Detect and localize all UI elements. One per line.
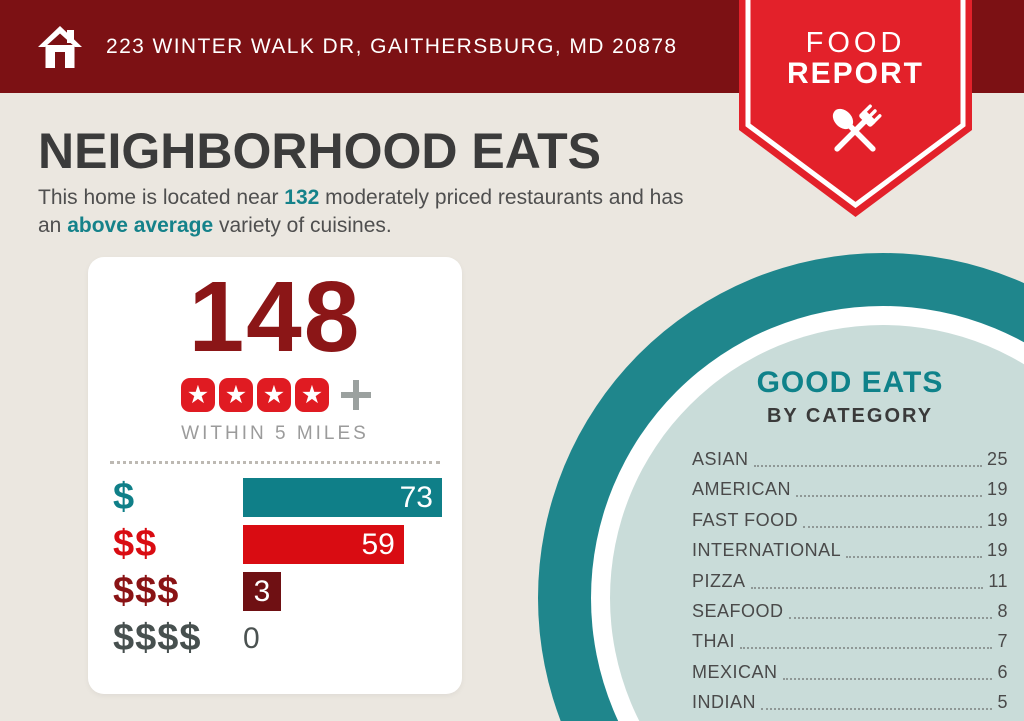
list-item: SEAFOOD 8 xyxy=(692,601,1008,622)
bar-1-dollar: 73 xyxy=(243,478,442,517)
bar-track: 3 xyxy=(243,572,442,611)
category-value: 19 xyxy=(986,509,1008,530)
radius-caption: WITHIN 5 MILES xyxy=(181,423,369,444)
list-item: MEXICAN 6 xyxy=(692,662,1008,683)
restaurant-summary-card: 148 ★ ★ ★ ★ WITHIN 5 MILES $ 73 $$ 59 $$$ xyxy=(88,257,462,694)
tier-label-3-dollar: $$$ xyxy=(113,570,180,612)
list-item: INDIAN 5 xyxy=(692,692,1008,713)
price-tier-row: $$$$ 0 xyxy=(113,617,442,659)
bar-track: 59 xyxy=(243,525,442,564)
bar-3-dollar: 3 xyxy=(243,572,281,611)
category-value: 11 xyxy=(988,570,1008,591)
property-address: 223 WINTER WALK DR, GAITHERSBURG, MD 208… xyxy=(106,34,678,58)
rating-row: ★ ★ ★ ★ xyxy=(88,378,462,412)
star-rating: ★ ★ ★ ★ xyxy=(179,378,331,412)
restaurant-count: 132 xyxy=(284,186,320,209)
category-label: SEAFOOD xyxy=(692,600,784,621)
dotted-leader xyxy=(846,556,982,559)
list-item: AMERICAN 19 xyxy=(692,479,1008,500)
dotted-leader xyxy=(803,525,982,528)
dotted-leader xyxy=(761,708,993,711)
category-value: 19 xyxy=(986,479,1008,500)
star-icon: ★ xyxy=(181,378,215,412)
category-label: FAST FOOD xyxy=(692,509,799,530)
list-item: ASIAN 25 xyxy=(692,449,1008,470)
ribbon-banner-shape xyxy=(739,0,972,217)
bar-value: 0 xyxy=(243,621,260,655)
good-eats-subtitle: BY CATEGORY xyxy=(766,405,934,427)
category-label: MEXICAN xyxy=(692,661,778,682)
star-icon: ★ xyxy=(219,378,253,412)
price-tier-row: $$$ 3 xyxy=(113,570,442,612)
dotted-leader xyxy=(788,616,993,619)
spoon-fork-icon xyxy=(832,104,882,152)
bar-value: 73 xyxy=(399,480,433,514)
list-item: FAST FOOD 19 xyxy=(692,510,1008,531)
intro-text-after: variety of cuisines. xyxy=(213,214,392,237)
price-tier-row: $$ 59 xyxy=(113,523,442,565)
category-value: 8 xyxy=(997,600,1008,621)
list-item: PIZZA 11 xyxy=(692,571,1008,592)
dotted-leader xyxy=(753,465,982,467)
category-value: 19 xyxy=(986,540,1008,561)
star-icon: ★ xyxy=(295,378,329,412)
category-label: ASIAN xyxy=(692,449,749,469)
list-item: INTERNATIONAL 19 xyxy=(692,540,1008,561)
restaurant-total: 148 xyxy=(188,261,362,373)
price-tier-row: $ 73 xyxy=(113,476,442,518)
category-list: ASIAN 25 AMERICAN 19 FAST FOOD 19 INTERNATI… xyxy=(692,449,1008,721)
good-eats-panel: GOOD EATS BY CATEGORY ASIAN 25 AMERICAN 19… xyxy=(692,366,1008,721)
good-eats-title: GOOD EATS xyxy=(756,366,944,399)
category-value: 7 xyxy=(997,631,1008,652)
intro-text: This home is located near 132 moderately… xyxy=(38,184,688,240)
category-label: AMERICAN xyxy=(692,479,792,500)
intro-text-before: This home is located near xyxy=(38,186,285,209)
star-icon: ★ xyxy=(257,378,291,412)
dotted-leader xyxy=(750,586,984,589)
dotted-leader xyxy=(740,647,993,650)
category-label: PIZZA xyxy=(692,570,746,591)
bar-2-dollar: 59 xyxy=(243,525,404,564)
category-value: 6 xyxy=(997,661,1008,682)
food-report-ribbon: FOOD REPORT xyxy=(739,0,972,218)
category-label: INDIAN xyxy=(692,692,757,713)
bar-value: 3 xyxy=(253,574,271,608)
home-icon xyxy=(38,25,82,68)
price-tier-chart: $ 73 $$ 59 $$$ 3 $$$$ 0 xyxy=(88,464,462,659)
dotted-divider xyxy=(110,461,440,464)
page-title: NEIGHBORHOOD EATS xyxy=(38,123,601,179)
dotted-leader xyxy=(782,677,993,680)
dotted-leader xyxy=(796,495,982,498)
tier-label-1-dollar: $ xyxy=(113,476,136,518)
tier-label-4-dollar: $$$$ xyxy=(113,617,202,659)
bar-value: 59 xyxy=(361,527,395,561)
list-item: THAI 7 xyxy=(692,631,1008,652)
intro-text-mid: moderately priced restaurants and has an xyxy=(38,186,684,237)
category-label: THAI xyxy=(692,631,736,652)
category-value: 25 xyxy=(986,449,1008,469)
variety-highlight: above average xyxy=(67,214,214,237)
bar-4-dollar: 0 xyxy=(243,619,442,658)
ribbon-title-line2: REPORT xyxy=(786,57,924,90)
ribbon-title-line1: FOOD xyxy=(805,27,906,59)
tier-label-2-dollar: $$ xyxy=(113,523,158,565)
category-value: 5 xyxy=(997,692,1008,713)
plus-icon xyxy=(341,380,371,410)
bar-track: 0 xyxy=(243,619,442,658)
category-label: INTERNATIONAL xyxy=(692,540,842,561)
bar-track: 73 xyxy=(243,478,442,517)
